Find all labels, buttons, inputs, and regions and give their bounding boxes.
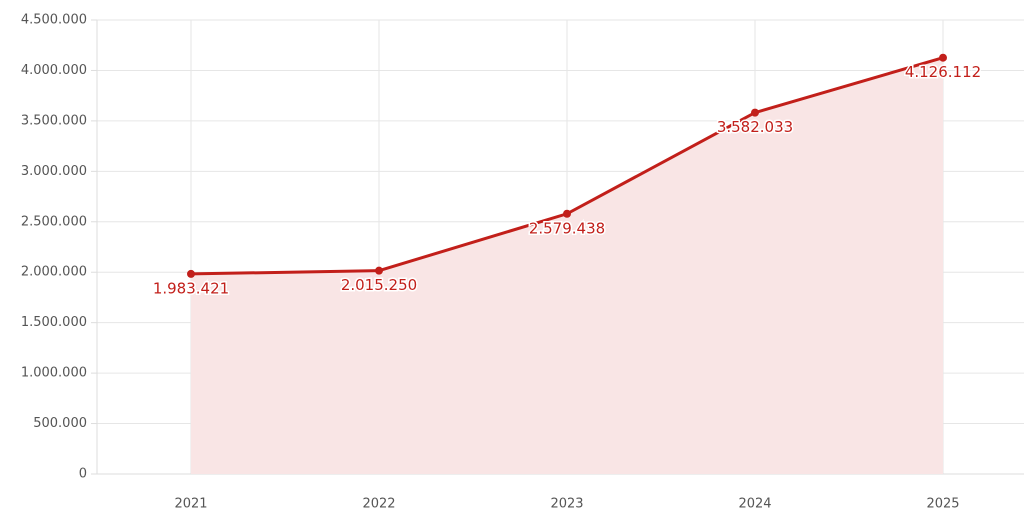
x-tick-label: 2021 bbox=[174, 497, 207, 512]
value-label: 3.582.033 bbox=[717, 118, 793, 136]
y-tick-label: 3.000.000 bbox=[21, 164, 87, 179]
x-tick-label: 2024 bbox=[738, 497, 771, 512]
y-tick-label: 4.500.000 bbox=[21, 13, 87, 28]
x-tick-label: 2022 bbox=[362, 497, 395, 512]
value-label: 4.126.112 bbox=[905, 63, 981, 81]
y-tick-label: 2.500.000 bbox=[21, 214, 87, 229]
y-tick-label: 1.000.000 bbox=[21, 366, 87, 381]
value-label: 1.983.421 bbox=[153, 279, 229, 297]
y-tick-label: 500.000 bbox=[33, 416, 87, 431]
point bbox=[187, 269, 195, 278]
point bbox=[751, 108, 759, 117]
point bbox=[563, 209, 571, 218]
x-tick-label: 2025 bbox=[926, 497, 959, 512]
y-tick-label: 4.000.000 bbox=[21, 63, 87, 78]
value-label: 2.579.438 bbox=[529, 219, 605, 237]
y-tick-label: 1.500.000 bbox=[21, 315, 87, 330]
value-label: 2.015.250 bbox=[341, 276, 417, 294]
y-tick-label: 2.000.000 bbox=[21, 265, 87, 280]
x-tick-label: 2023 bbox=[550, 497, 583, 512]
y-tick-label: 3.500.000 bbox=[21, 113, 87, 128]
point bbox=[375, 266, 383, 275]
point bbox=[939, 53, 947, 62]
y-tick-label: 0 bbox=[79, 467, 87, 482]
area bbox=[191, 57, 943, 475]
